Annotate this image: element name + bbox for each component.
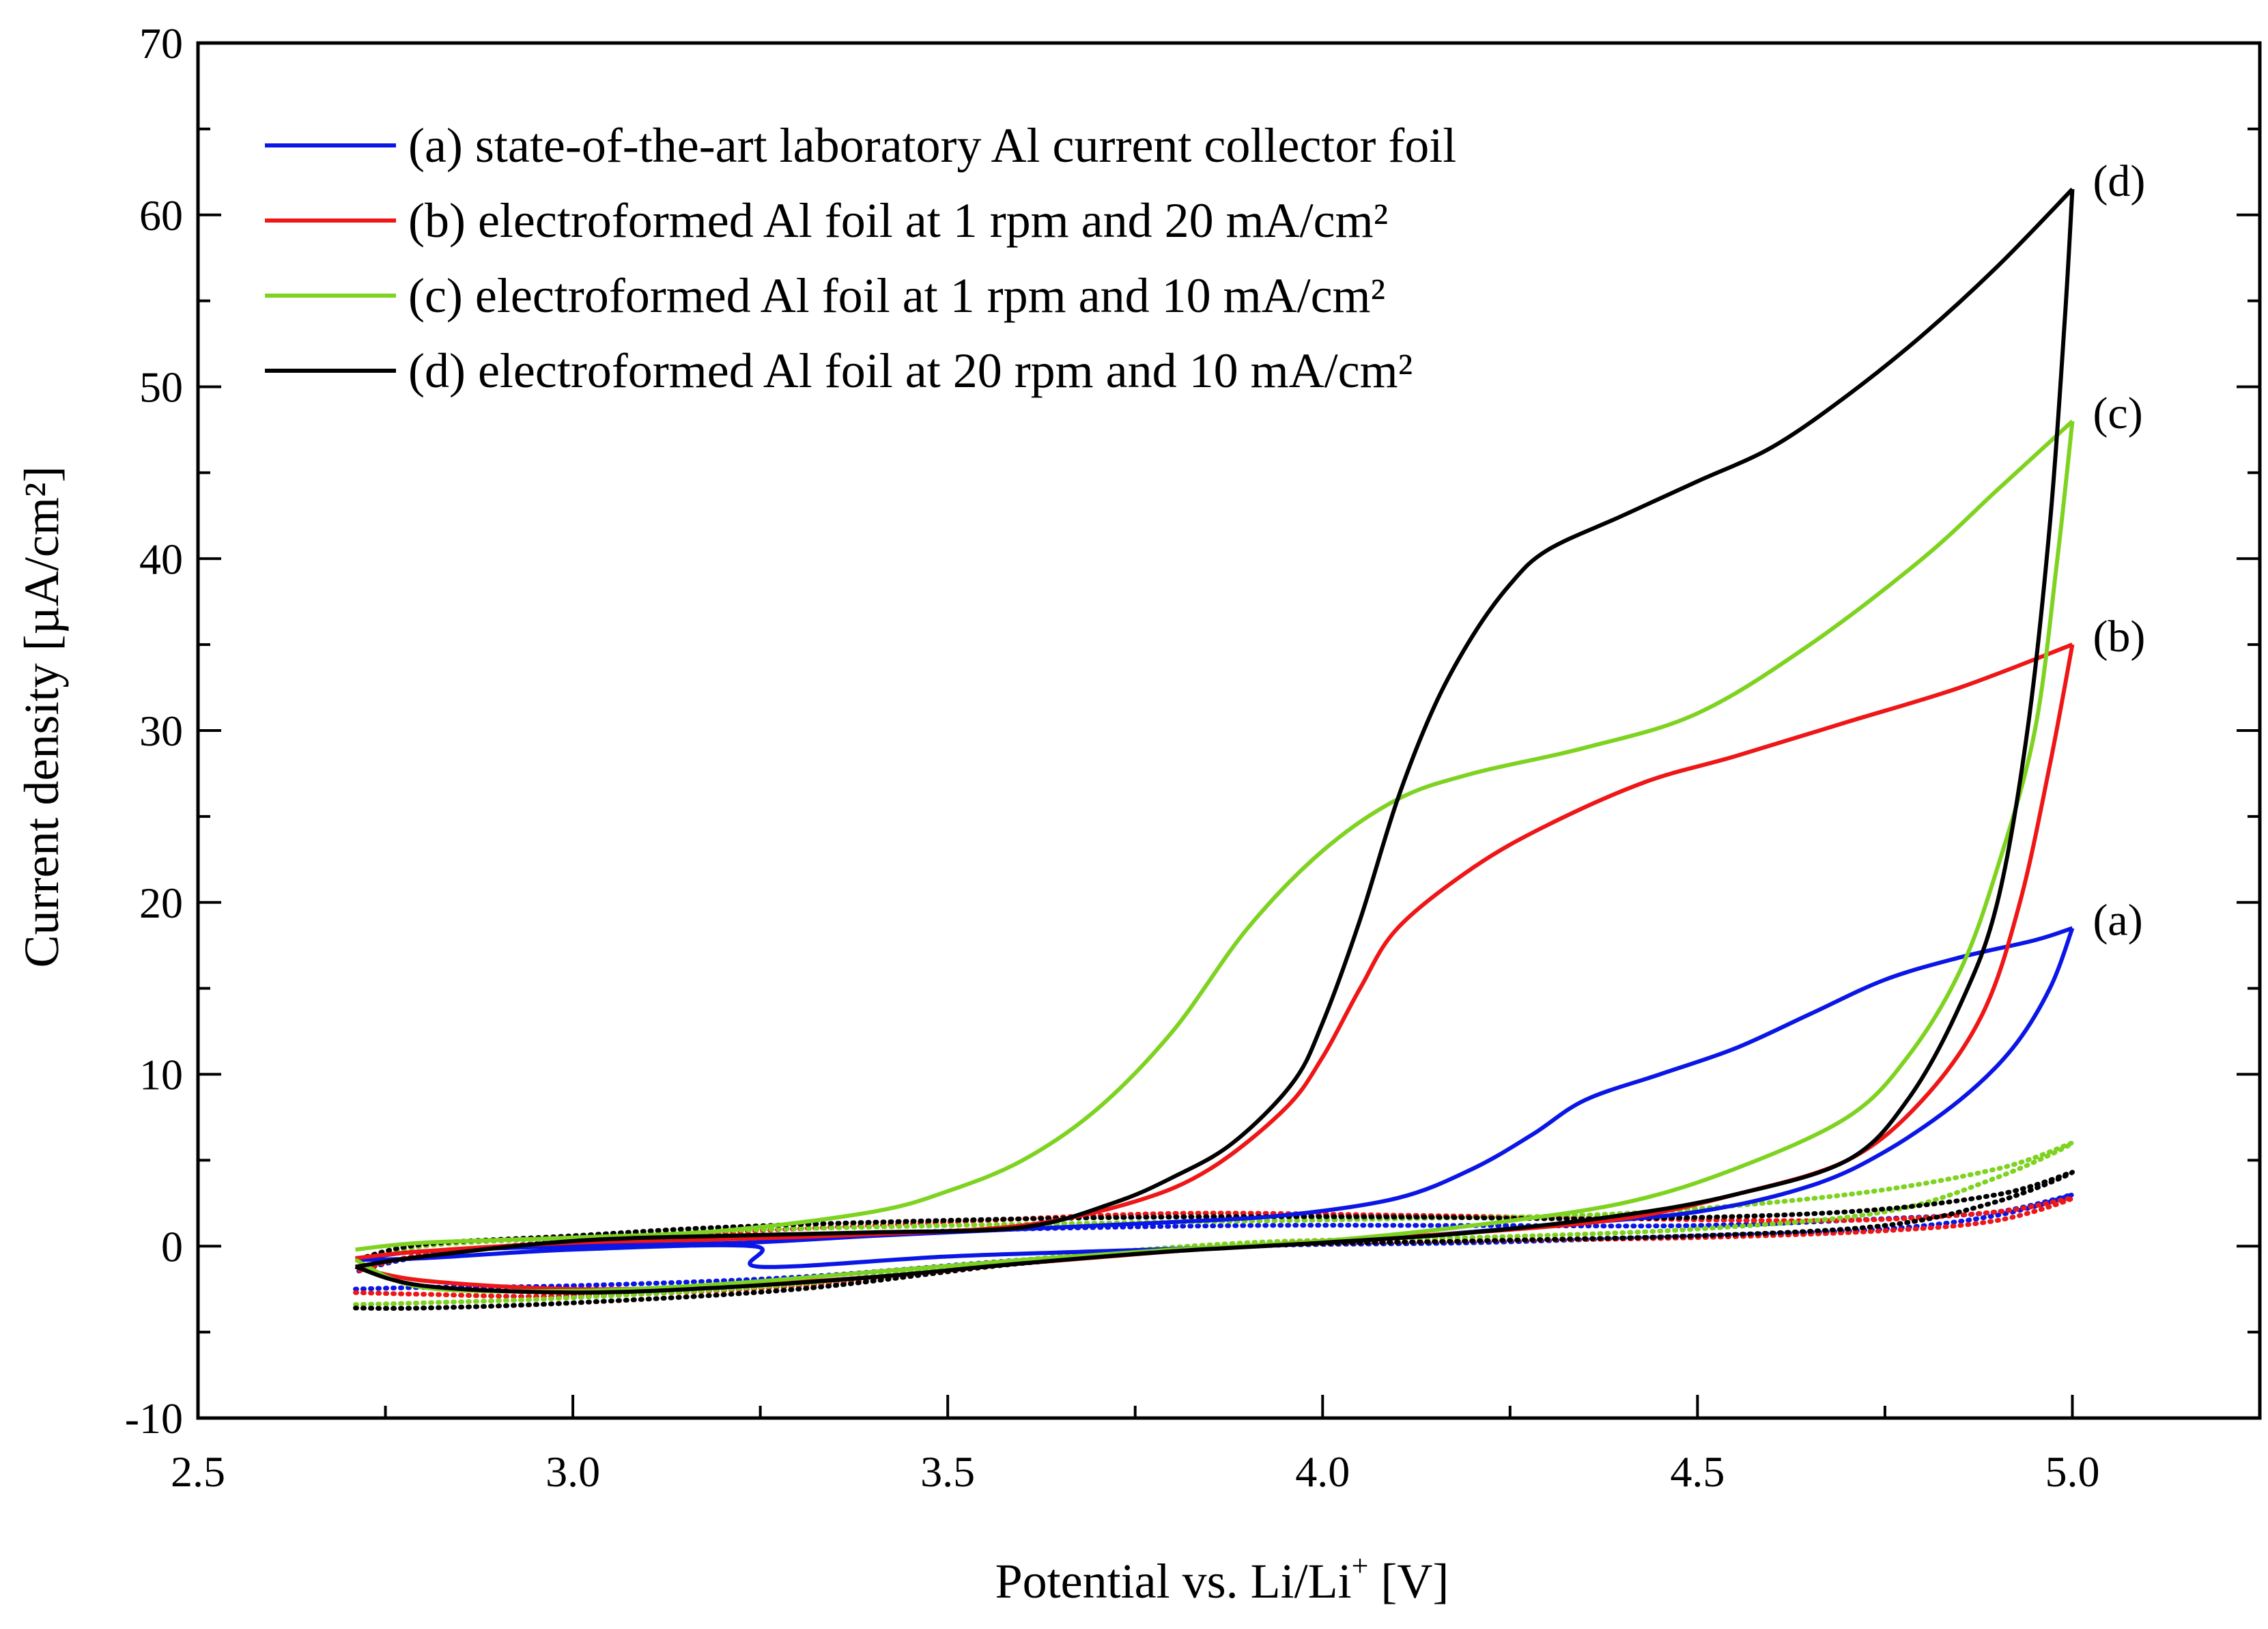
x-axis-title: Potential vs. Li/Li+ [V] <box>995 1549 1449 1609</box>
series-d-reverse-sweep <box>354 188 2075 1295</box>
y-tick-label: 60 <box>139 191 183 240</box>
x-tick-label: 4.5 <box>1670 1447 1725 1496</box>
legend-label-d: (d) electroformed Al foil at 20 rpm and … <box>408 343 1413 398</box>
series-c-end-label: (c) <box>2093 388 2142 438</box>
x-tick-label: 3.0 <box>545 1447 600 1496</box>
y-tick-label: 20 <box>139 879 183 927</box>
axis-ticks <box>197 42 2261 1419</box>
series-d-end-label: (d) <box>2093 156 2145 206</box>
legend: (a) state-of-the-art laboratory Al curre… <box>265 118 1456 398</box>
y-tick-label: 0 <box>161 1222 183 1271</box>
x-axis-title-tail: [V] <box>1368 1554 1449 1609</box>
legend-label-a: (a) state-of-the-art laboratory Al curre… <box>408 118 1456 173</box>
series-c-reverse-sweep <box>354 421 2075 1294</box>
x-tick-label: 4.0 <box>1295 1447 1350 1496</box>
x-tick-label: 2.5 <box>171 1447 225 1496</box>
y-tick-label: 40 <box>139 535 183 583</box>
legend-label-b: (b) electroformed Al foil at 1 rpm and 2… <box>408 193 1388 248</box>
x-tick-label: 3.5 <box>920 1447 975 1496</box>
series-c-dotted-trace <box>353 1140 2075 1307</box>
series-b-end-label: (b) <box>2093 612 2145 662</box>
series-a-end-label: (a) <box>2093 896 2142 946</box>
legend-label-c: (c) electroformed Al foil at 1 rpm and 1… <box>408 268 1385 323</box>
series-d-dotted-trace <box>353 1170 2075 1311</box>
y-axis-title: Current density [µA/cm²] <box>14 466 69 968</box>
axis-tick-labels: 2.5 3.0 3.5 4.0 4.5 5.0 -10 0 10 20 30 40 50 60 70 <box>125 19 2100 1496</box>
series-c-forward-sweep <box>355 419 2074 1252</box>
series-b-forward-sweep <box>355 642 2073 1260</box>
y-tick-label: -10 <box>125 1394 183 1443</box>
y-tick-label: 50 <box>139 363 183 412</box>
series-layer <box>353 187 2075 1311</box>
x-axis-title-main: Potential vs. Li/Li <box>995 1554 1352 1609</box>
x-axis-title-sup: + <box>1352 1549 1369 1583</box>
y-tick-label: 30 <box>139 707 183 755</box>
y-tick-label: 10 <box>139 1051 183 1099</box>
series-d-forward-sweep <box>355 187 2074 1269</box>
y-tick-label: 70 <box>139 19 183 68</box>
curve-end-labels: (a) (b) (c) (d) <box>2093 156 2145 946</box>
x-tick-label: 5.0 <box>2045 1447 2099 1496</box>
